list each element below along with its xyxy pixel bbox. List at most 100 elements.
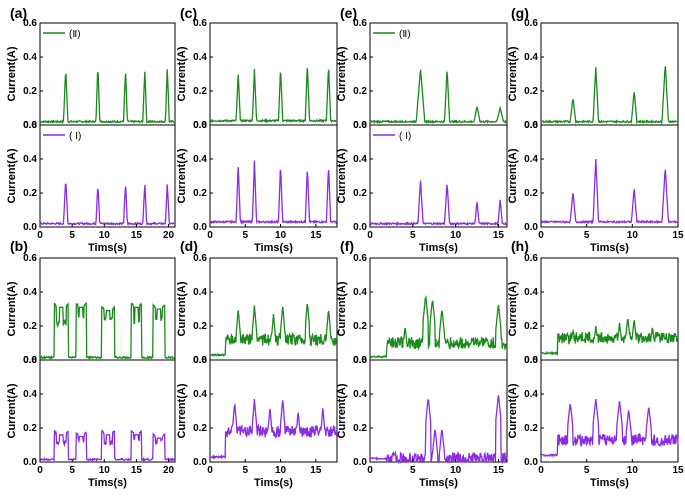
y-tick-label: 0.4: [353, 154, 367, 165]
panel-g: (g) 0.0 0.2 0.4 0.6 Current(A) 0.0 0.2 0.4 0.6 Cur…: [507, 5, 684, 254]
y-tick-label: 0.0: [524, 355, 538, 366]
y-tick-label: 0.0: [193, 355, 207, 366]
y-tick-label: 0.4: [193, 154, 207, 165]
axes-frame: [369, 124, 508, 228]
y-tick-label: 0.4: [524, 52, 538, 63]
x-tick-label: 0: [37, 230, 43, 241]
y-tick-label: 0.2: [193, 188, 207, 199]
y-tick-label: 0.6: [353, 120, 367, 131]
x-tick-label: 15: [672, 230, 684, 241]
y-tick-label: 0.0: [23, 457, 37, 468]
axes-frame: [540, 22, 679, 126]
panel-c: (c) 0.0 0.2 0.4 0.6 Current(A) 0.0 0.2 0.4 0.6 Cur…: [176, 5, 338, 254]
panel-label: (d): [180, 238, 198, 254]
panel-label: (f): [340, 238, 354, 254]
subplot-ii: 0.0 0.2 0.4 0.6 Current(A): [6, 253, 176, 366]
x-axis-label: Tims(s): [419, 242, 458, 254]
series-line-i: [369, 180, 508, 227]
y-axis-label: Current(A): [336, 148, 348, 203]
subplot-i: 0.0 0.2 0.4 0.6 Current(A) 0 5 10 15 20 Tims(s): [6, 355, 176, 489]
x-tick-label: 0: [538, 465, 544, 476]
y-tick-label: 0.0: [23, 222, 37, 233]
y-tick-label: 0.6: [353, 253, 367, 264]
series-line-ii: [39, 69, 176, 125]
panel-d: (d) 0.0 0.2 0.4 0.6 Current(A) 0.0 0.2 0.4 0.6 Cur…: [176, 238, 338, 489]
subplot-i: 0.0 0.2 0.4 0.6 Current(A) ( Ⅰ) 0 5 10 15 Tims(s): [336, 120, 508, 254]
axes-frame: [39, 124, 176, 228]
x-tick-label: 15: [310, 465, 322, 476]
subplot-ii: 0.0 0.2 0.4 0.6 Current(A): [336, 253, 508, 366]
x-tick-label: 15: [131, 465, 143, 476]
y-tick-label: 0.4: [193, 287, 207, 298]
series-line-i: [209, 160, 338, 225]
y-tick-label: 0.4: [353, 52, 367, 63]
y-axis-label: Current(A): [176, 281, 188, 336]
x-tick-label: 10: [275, 465, 287, 476]
y-tick-label: 0.2: [23, 423, 37, 434]
x-tick-label: 0: [367, 230, 373, 241]
y-axis-label: Current(A): [6, 148, 18, 203]
subplot-i: 0.0 0.2 0.4 0.6 Current(A) 0 5 10 15 Tims(s): [507, 120, 684, 254]
y-axis-label: Current(A): [336, 46, 348, 101]
x-axis-label: Tims(s): [254, 477, 293, 489]
subplot-i: 0.0 0.2 0.4 0.6 Current(A) 0 5 10 15 Tims(s): [507, 355, 684, 489]
y-tick-label: 0.0: [193, 120, 207, 131]
x-tick-label: 10: [627, 230, 639, 241]
y-tick-label: 0.0: [353, 120, 367, 131]
y-tick-label: 0.6: [353, 355, 367, 366]
y-tick-label: 0.4: [23, 389, 37, 400]
x-tick-label: 10: [99, 465, 111, 476]
x-tick-label: 15: [493, 465, 505, 476]
y-tick-label: 0.2: [23, 86, 37, 97]
subplot-i: 0.0 0.2 0.4 0.6 Current(A) 0 5 10 15 Tims(s): [176, 355, 338, 489]
y-tick-label: 0.4: [23, 287, 37, 298]
axes-frame: [209, 359, 338, 463]
axes-frame: [369, 22, 508, 126]
y-tick-label: 0.6: [193, 120, 207, 131]
axes-frame: [540, 257, 679, 361]
y-tick-label: 0.0: [23, 355, 37, 366]
y-tick-label: 0.6: [193, 253, 207, 264]
panel-b: (b) 0.0 0.2 0.4 0.6 Current(A) 0.0 0.2 0.4 0.6 Cur…: [6, 238, 176, 489]
y-tick-label: 0.4: [524, 154, 538, 165]
series-line-i: [369, 395, 508, 465]
y-tick-label: 0.2: [524, 188, 538, 199]
y-tick-label: 0.2: [23, 188, 37, 199]
x-tick-label: 10: [450, 465, 462, 476]
y-axis-label: Current(A): [336, 383, 348, 438]
y-axis-label: Current(A): [176, 148, 188, 203]
x-tick-label: 0: [207, 230, 213, 241]
y-tick-label: 0.0: [524, 120, 538, 131]
series-line-ii: [369, 69, 508, 125]
y-tick-label: 0.6: [524, 253, 538, 264]
y-tick-label: 0.2: [353, 188, 367, 199]
x-tick-label: 5: [584, 465, 590, 476]
panel-e: (e) 0.0 0.2 0.4 0.6 Current(A) (Ⅱ) 0.0 0.2 0.4 0.6…: [336, 5, 508, 254]
x-axis-label: Tims(s): [590, 242, 629, 254]
y-tick-label: 0.2: [193, 321, 207, 332]
y-axis-label: Current(A): [176, 383, 188, 438]
y-axis-label: Current(A): [6, 383, 18, 438]
x-tick-label: 10: [275, 230, 287, 241]
y-tick-label: 0.6: [524, 120, 538, 131]
series-line-ii: [540, 66, 679, 125]
y-tick-label: 0.2: [524, 86, 538, 97]
axes-frame: [39, 359, 176, 463]
legend-label: ( Ⅰ): [399, 131, 411, 142]
series-line-i: [540, 399, 679, 458]
y-tick-label: 0.0: [524, 222, 538, 233]
x-axis-label: Tims(s): [590, 477, 629, 489]
panel-label: (h): [511, 238, 529, 254]
panel-label: (g): [511, 5, 529, 21]
x-tick-label: 5: [69, 230, 75, 241]
x-tick-label: 15: [672, 465, 684, 476]
y-tick-label: 0.6: [524, 18, 538, 29]
x-tick-label: 20: [163, 465, 175, 476]
y-tick-label: 0.6: [23, 355, 37, 366]
panel-label: (b): [10, 238, 28, 254]
y-tick-label: 0.6: [524, 355, 538, 366]
y-tick-label: 0.6: [193, 18, 207, 29]
y-tick-label: 0.2: [193, 86, 207, 97]
subplot-i: 0.0 0.2 0.4 0.6 Current(A) ( Ⅰ) 0 5 10 15 20 Tims(s…: [6, 120, 176, 254]
